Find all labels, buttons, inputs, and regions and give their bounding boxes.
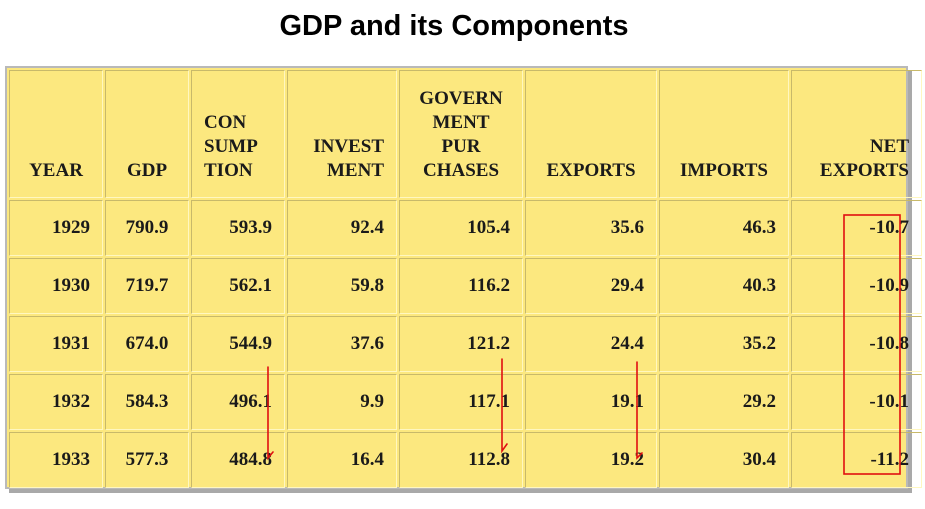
cell-investment: 37.6 — [287, 316, 397, 372]
cell-gdp: 577.3 — [105, 432, 189, 488]
cell-net-exports: -11.2 — [791, 432, 922, 488]
header-net-exports-line: EXPORTS — [819, 160, 909, 181]
cell-net-exports: -10.9 — [791, 258, 922, 314]
table-row: 1931 674.0 544.9 37.6 121.2 24.4 35.2 -1… — [9, 316, 922, 372]
cell-imports: 30.4 — [659, 432, 789, 488]
table-row: 1933 577.3 484.8 16.4 112.8 19.2 30.4 -1… — [9, 432, 922, 488]
header-government-line: MENT — [432, 112, 490, 133]
header-consumption-line: SUMP — [204, 136, 258, 157]
cell-investment: 16.4 — [287, 432, 397, 488]
cell-consumption: 593.9 — [191, 200, 285, 256]
cell-imports: 46.3 — [659, 200, 789, 256]
cell-year: 1932 — [9, 374, 103, 430]
page-title: GDP and its Components — [279, 10, 629, 42]
cell-gdp: 584.3 — [105, 374, 189, 430]
header-government-line: PUR — [441, 136, 481, 157]
header-net-exports: NET EXPORTS — [791, 70, 922, 198]
cell-government: 116.2 — [399, 258, 523, 314]
header-government-line: GOVERN — [419, 88, 503, 109]
cell-net-exports: -10.8 — [791, 316, 922, 372]
cell-exports: 19.1 — [525, 374, 657, 430]
cell-investment: 59.8 — [287, 258, 397, 314]
header-government-line: CHASES — [422, 160, 500, 181]
header-government: GOVERN MENT PUR CHASES — [399, 70, 523, 198]
cell-gdp: 719.7 — [105, 258, 189, 314]
cell-government: 117.1 — [399, 374, 523, 430]
table-row: 1929 790.9 593.9 92.4 105.4 35.6 46.3 -1… — [9, 200, 922, 256]
table-row: 1932 584.3 496.1 9.9 117.1 19.1 29.2 -10… — [9, 374, 922, 430]
cell-imports: 40.3 — [659, 258, 789, 314]
table-row: 1930 719.7 562.1 59.8 116.2 29.4 40.3 -1… — [9, 258, 922, 314]
cell-year: 1933 — [9, 432, 103, 488]
cell-consumption: 562.1 — [191, 258, 285, 314]
header-row: YEAR GDP CON SUMP TION INVEST MENT GOVER… — [9, 70, 922, 198]
header-investment-line: INVEST — [313, 136, 384, 157]
cell-gdp: 790.9 — [105, 200, 189, 256]
header-year: YEAR — [9, 70, 103, 198]
cell-year: 1929 — [9, 200, 103, 256]
cell-imports: 35.2 — [659, 316, 789, 372]
cell-consumption: 496.1 — [191, 374, 285, 430]
cell-net-exports: -10.7 — [791, 200, 922, 256]
header-investment: INVEST MENT — [287, 70, 397, 198]
cell-net-exports: -10.1 — [791, 374, 922, 430]
cell-consumption: 484.8 — [191, 432, 285, 488]
cell-exports: 29.4 — [525, 258, 657, 314]
cell-consumption: 544.9 — [191, 316, 285, 372]
header-exports: EXPORTS — [525, 70, 657, 198]
header-gdp: GDP — [105, 70, 189, 198]
cell-exports: 19.2 — [525, 432, 657, 488]
cell-government: 112.8 — [399, 432, 523, 488]
gdp-table-container: YEAR GDP CON SUMP TION INVEST MENT GOVER… — [5, 66, 922, 489]
header-net-exports-line: NET — [869, 136, 909, 157]
cell-government: 105.4 — [399, 200, 523, 256]
cell-exports: 35.6 — [525, 200, 657, 256]
gdp-table: YEAR GDP CON SUMP TION INVEST MENT GOVER… — [7, 68, 924, 490]
cell-year: 1930 — [9, 258, 103, 314]
cell-year: 1931 — [9, 316, 103, 372]
cell-gdp: 674.0 — [105, 316, 189, 372]
cell-exports: 24.4 — [525, 316, 657, 372]
cell-imports: 29.2 — [659, 374, 789, 430]
header-consumption-line: CON — [204, 112, 247, 133]
cell-investment: 92.4 — [287, 200, 397, 256]
header-consumption-line: TION — [204, 160, 253, 181]
cell-government: 121.2 — [399, 316, 523, 372]
header-investment-line: MENT — [327, 160, 384, 181]
header-imports: IMPORTS — [659, 70, 789, 198]
cell-investment: 9.9 — [287, 374, 397, 430]
header-consumption: CON SUMP TION — [191, 70, 285, 198]
